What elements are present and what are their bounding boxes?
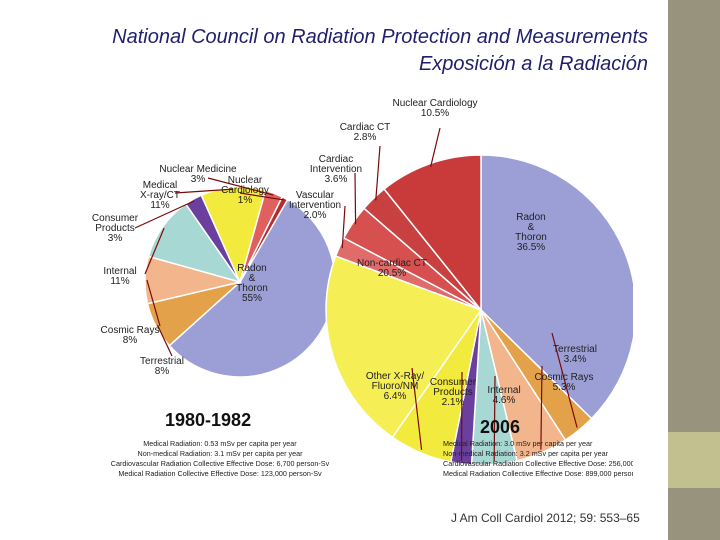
- leader-line: [146, 279, 161, 327]
- slice-label: Consumer Products 3%: [92, 213, 139, 244]
- pie-note: Cardiovascular Radiation Collective Effe…: [443, 459, 633, 468]
- slice-label: Other X-Ray/Fluoro/NM 6.4%: [366, 371, 425, 402]
- pie-charts: Radon & Thoron 55% Terrestrial 8% Cosmic Rays 8…: [92, 98, 670, 478]
- pie-note: Cardiovascular Radiation Collective Effe…: [111, 459, 330, 468]
- slice-label: Radon & Thoron 36.5%: [515, 212, 547, 253]
- slice-label: Non-cardiac CT 20.5%: [357, 258, 427, 279]
- pie-slice: [200, 186, 267, 285]
- slice-label: Nuclear Cardiology 1%: [221, 175, 269, 206]
- leader-line: [354, 172, 357, 225]
- pie-note: Medical Radiation Collective Effective D…: [118, 469, 322, 478]
- leader-line: [144, 227, 165, 275]
- leader-line: [341, 205, 346, 249]
- slide-subtitle: Exposición a la Radiación: [418, 53, 648, 75]
- slice-label: Internal 4.6%: [487, 385, 520, 406]
- pie-title: 2006: [480, 417, 520, 437]
- pie-note: Medical Radiation Collective Effective D…: [443, 469, 633, 478]
- pie-slice: [383, 154, 482, 313]
- slice-label: Cardiac CT 2.8%: [340, 122, 391, 143]
- slice-label: Cardiac Intervention 3.6%: [310, 154, 362, 185]
- slice-label: Nuclear Cardiology 10.5%: [392, 98, 477, 119]
- leader-line: [411, 367, 423, 450]
- slice-label: Cosmic Rays 5.3%: [535, 372, 594, 393]
- pie-slice: [239, 195, 289, 283]
- slice-label: Medical X-ray/CT 11%: [140, 180, 180, 211]
- citation: J Am Coll Cardiol 2012; 59: 553–65: [451, 511, 640, 525]
- leader-line: [375, 145, 381, 201]
- pie-slice: [480, 154, 637, 420]
- pie-note: Medical Radiation: 0.53 mSv per capita p…: [143, 439, 297, 448]
- slice-label: Internal 11%: [103, 266, 136, 287]
- leader-line: [174, 188, 234, 194]
- slice-label: Cosmic Rays 8%: [101, 325, 160, 346]
- leader-line: [239, 192, 285, 201]
- pie-0: Radon & Thoron 55% Terrestrial 8% Cosmic Rays 8…: [92, 164, 336, 478]
- leader-line: [540, 365, 543, 450]
- side-accent-decoration: [668, 432, 720, 488]
- figure-panel: Radon & Thoron 55% Terrestrial 8% Cosmic Rays 8…: [90, 88, 670, 492]
- pie-note: Non-medical Radiation: 3.2 mSv per capit…: [443, 449, 609, 458]
- leader-line: [207, 177, 274, 196]
- pie-slice: [325, 255, 483, 439]
- slice-label: Terrestrial 8%: [140, 356, 184, 377]
- slide-title: National Council on Radiation Protection…: [112, 26, 648, 48]
- leader-line: [156, 324, 173, 357]
- slice-label: Nuclear Medicine 3%: [159, 164, 237, 185]
- leader-line: [430, 127, 441, 167]
- slice-label: Terrestrial 3.4%: [553, 344, 597, 365]
- slice-label: Vascular Intervention 2.0%: [289, 190, 341, 221]
- leader-line: [134, 200, 195, 229]
- leader-line: [551, 332, 578, 428]
- pie-slice: [168, 198, 336, 378]
- pie-note: Medical Radiation: 3.0 mSv per capita pe…: [443, 439, 593, 448]
- pie-note: Non-medical Radiation: 3.1 mSv per capit…: [138, 449, 304, 458]
- slice-label: Radon & Thoron 55%: [236, 263, 268, 304]
- leader-line: [493, 375, 496, 462]
- pie-title: 1980-1982: [165, 410, 251, 430]
- pie-1: Radon & Thoron 36.5% Terrestrial 3.4% Cosmic R…: [289, 98, 670, 478]
- slice-label: Consumer Products 2.1%: [430, 377, 477, 408]
